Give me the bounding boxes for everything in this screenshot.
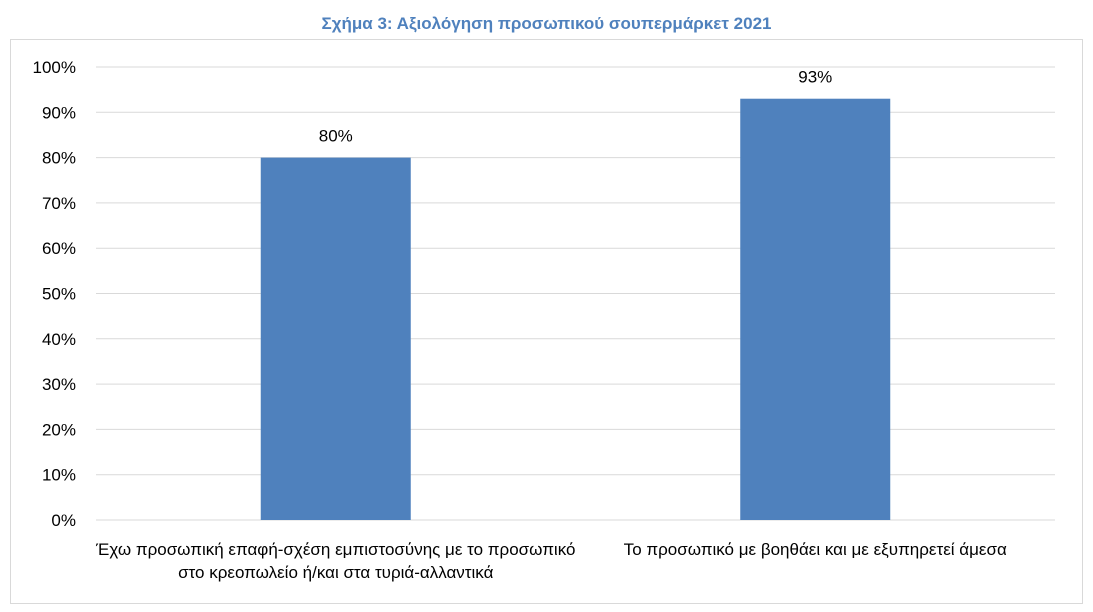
- bar: [740, 98, 891, 521]
- y-tick-label: 10%: [42, 466, 76, 485]
- data-label: 80%: [319, 127, 353, 146]
- y-tick-label: 60%: [42, 239, 76, 258]
- y-tick-label: 100%: [33, 58, 76, 77]
- y-tick-label: 20%: [42, 420, 76, 439]
- y-tick-label: 90%: [42, 103, 76, 122]
- y-tick-label: 80%: [42, 149, 76, 168]
- chart-frame: [10, 39, 1083, 604]
- y-tick-label: 0%: [51, 511, 76, 530]
- gridlines: [96, 66, 1055, 521]
- bar: [260, 157, 411, 520]
- bars: [260, 98, 891, 521]
- y-tick-label: 40%: [42, 330, 76, 349]
- y-axis-ticks: 0% 10% 20% 30% 40% 50% 60% 70% 80% 90% 100%: [33, 58, 76, 530]
- chart-title: Σχήμα 3: Αξιολόγηση προσωπικού σουπερμάρ…: [321, 14, 772, 33]
- y-tick-label: 30%: [42, 375, 76, 394]
- category-label: Έχω προσωπική επαφή-σχέση εμπιστοσύνης μ…: [96, 540, 576, 582]
- y-tick-label: 50%: [42, 285, 76, 304]
- y-tick-label: 70%: [42, 194, 76, 213]
- category-label: Το προσωπικό με βοηθάει και με εξυπηρετε…: [623, 540, 1007, 559]
- data-labels: 80% 93%: [319, 68, 833, 146]
- data-label: 93%: [798, 68, 832, 87]
